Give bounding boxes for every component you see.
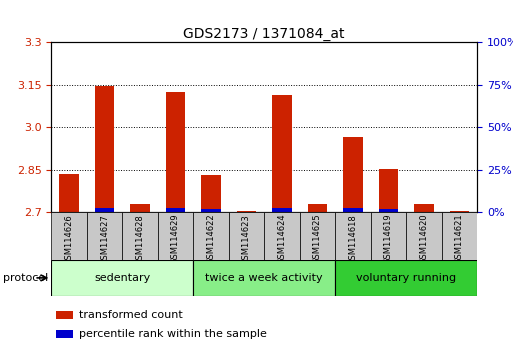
Text: GSM114623: GSM114623 [242, 214, 251, 264]
Bar [166, 208, 185, 212]
Text: sedentary: sedentary [94, 273, 150, 283]
Text: percentile rank within the sample: percentile rank within the sample [79, 329, 267, 339]
Text: protocol: protocol [3, 273, 48, 283]
Text: GSM114622: GSM114622 [206, 214, 215, 264]
Text: GSM114629: GSM114629 [171, 214, 180, 264]
Bar [236, 211, 256, 212]
Bar [229, 212, 264, 260]
Bar [201, 175, 221, 212]
Bar [272, 95, 292, 212]
Bar [343, 137, 363, 212]
Bar [201, 209, 221, 212]
Bar [406, 212, 442, 260]
Bar [379, 209, 398, 212]
Bar [95, 86, 114, 212]
Text: GSM114627: GSM114627 [100, 214, 109, 264]
Text: GSM114628: GSM114628 [135, 214, 145, 264]
Bar [343, 208, 363, 212]
Text: GSM114624: GSM114624 [278, 214, 286, 264]
Bar [335, 212, 370, 260]
Bar [51, 260, 193, 296]
Text: twice a week activity: twice a week activity [205, 273, 323, 283]
Text: GSM114626: GSM114626 [65, 214, 73, 264]
Bar [264, 212, 300, 260]
Bar [335, 260, 477, 296]
Text: GSM114625: GSM114625 [313, 214, 322, 264]
Bar [51, 212, 87, 260]
Text: voluntary running: voluntary running [356, 273, 456, 283]
Text: GSM114618: GSM114618 [348, 214, 358, 264]
Title: GDS2173 / 1371084_at: GDS2173 / 1371084_at [184, 28, 345, 41]
Bar [193, 260, 335, 296]
Bar [55, 330, 73, 338]
Bar [55, 310, 73, 319]
Bar [87, 212, 122, 260]
Bar [122, 212, 158, 260]
Bar [449, 211, 469, 212]
Bar [442, 212, 477, 260]
Text: GSM114619: GSM114619 [384, 214, 393, 264]
Bar [272, 208, 292, 212]
Bar [60, 174, 79, 212]
Bar [166, 92, 185, 212]
Bar [95, 208, 114, 212]
Text: transformed count: transformed count [79, 310, 183, 320]
Bar [300, 212, 335, 260]
Bar [193, 212, 229, 260]
Bar [379, 169, 398, 212]
Bar [130, 204, 150, 212]
Bar [158, 212, 193, 260]
Bar [308, 204, 327, 212]
Text: GSM114620: GSM114620 [419, 214, 428, 264]
Bar [414, 204, 433, 212]
Bar [370, 212, 406, 260]
Text: GSM114621: GSM114621 [455, 214, 464, 264]
